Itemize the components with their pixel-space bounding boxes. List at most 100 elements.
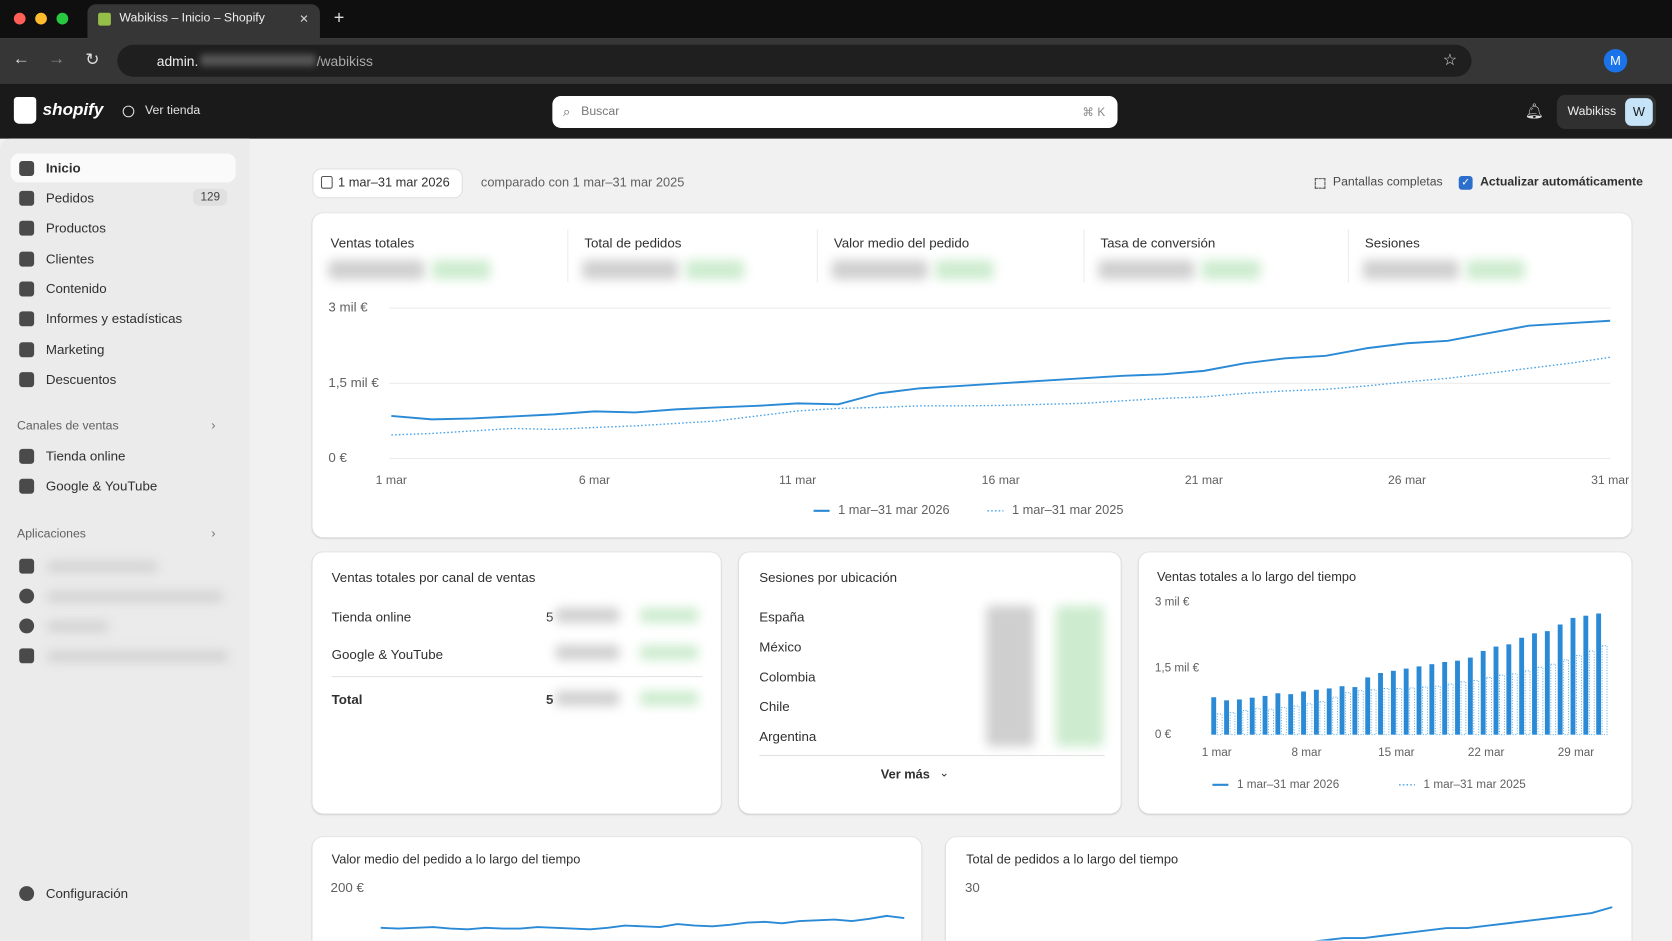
nav-item[interactable]: Inicio	[45, 161, 81, 176]
legend-label: 1 mar–31 mar 2025	[1424, 778, 1527, 791]
metric-label[interactable]: Total de pedidos	[584, 235, 682, 251]
eye-icon	[122, 105, 135, 118]
forward[interactable]: →	[47, 50, 66, 69]
url-bar[interactable]	[117, 44, 1472, 77]
divider	[1083, 229, 1085, 283]
icon	[19, 588, 35, 604]
blurred	[431, 260, 491, 280]
location: Chile	[759, 699, 790, 715]
icon	[19, 448, 35, 464]
section-title[interactable]: Canales de ventas	[17, 420, 119, 433]
nav-item[interactable]: Pedidos	[45, 190, 95, 206]
location: México	[759, 639, 802, 655]
bookmark[interactable]: ☆	[1442, 51, 1458, 70]
nav-item[interactable]: Descuentos	[45, 372, 117, 388]
metric-label[interactable]: Valor medio del pedido	[833, 235, 970, 251]
fullscreen[interactable]: Pantallas completas	[1332, 175, 1443, 189]
calendar-icon	[320, 175, 333, 189]
x-tick-label: 31 mar	[1591, 473, 1629, 487]
comparison[interactable]: comparado con 1 mar–31 mar 2025	[480, 174, 685, 190]
blurred	[935, 260, 994, 280]
bar	[1306, 703, 1313, 736]
legend-label: 1 mar–31 mar 2025	[1012, 502, 1124, 517]
bar	[1339, 686, 1345, 735]
active-tab[interactable]	[87, 4, 320, 39]
close-dot[interactable]	[13, 12, 26, 25]
blurred-app	[46, 591, 223, 602]
metric-label[interactable]: Tasa de conversión	[1100, 235, 1216, 251]
divider	[567, 229, 569, 283]
nav-item[interactable]: Tienda online	[45, 448, 126, 464]
see-more[interactable]: Ver más	[880, 766, 930, 782]
series-line	[391, 319, 1611, 421]
bar	[1242, 710, 1249, 736]
x-tick-label: 8 mar	[1292, 746, 1322, 759]
search-box[interactable]	[552, 95, 1118, 128]
bar	[1493, 646, 1499, 735]
back[interactable]: ←	[12, 50, 30, 69]
metric-label[interactable]: Ventas totales	[330, 235, 415, 251]
x-tick-label: 21 mar	[1185, 473, 1223, 487]
bar	[1319, 701, 1326, 736]
divider	[759, 754, 1105, 757]
blurred-app	[46, 621, 109, 632]
icon	[19, 648, 35, 664]
bar	[1326, 688, 1332, 735]
view-store[interactable]: Ver tienda	[145, 104, 201, 118]
divider	[1347, 229, 1349, 283]
bar	[1511, 673, 1518, 736]
bar	[1537, 666, 1544, 736]
section-title[interactable]: Aplicaciones	[17, 527, 86, 541]
blurred-app	[46, 651, 229, 662]
x-tick-label: 16 mar	[982, 473, 1020, 487]
metric-label[interactable]: Sesiones	[1364, 235, 1420, 251]
row-value: 5	[545, 609, 554, 625]
nav-active	[10, 153, 236, 183]
blurred	[1055, 605, 1104, 747]
auto-update[interactable]: Actualizar automáticamente	[1480, 175, 1643, 189]
max-dot[interactable]	[56, 12, 69, 25]
x-tick-label: 6 mar	[579, 473, 610, 487]
new-tab[interactable]: +	[333, 7, 345, 28]
nav-item[interactable]: Google & YouTube	[45, 478, 158, 494]
bar	[1447, 683, 1454, 736]
nav-item[interactable]: Productos	[45, 220, 106, 236]
date-range: 1 mar–31 mar 2026	[338, 174, 450, 190]
bar	[1229, 712, 1236, 736]
x-tick-label: 1 mar	[1202, 746, 1232, 759]
bar	[1532, 633, 1537, 735]
y-tick-label: 0 €	[1155, 728, 1172, 741]
tab-close[interactable]: ×	[299, 9, 309, 27]
bar	[1255, 707, 1262, 736]
bar	[1352, 687, 1358, 735]
icon	[19, 342, 35, 358]
settings[interactable]: Configuración	[45, 886, 129, 902]
bar	[1216, 713, 1223, 736]
nav-item[interactable]: Clientes	[45, 251, 95, 267]
bar	[1434, 685, 1441, 736]
reload[interactable]: ↻	[85, 51, 100, 70]
date-button[interactable]	[312, 168, 463, 199]
bar	[1473, 680, 1480, 736]
nav-item[interactable]: Informes y estadísticas	[45, 311, 183, 327]
bar	[1390, 670, 1396, 735]
card-title: Ventas totales a lo largo del tiempo	[1156, 569, 1357, 585]
nav-item[interactable]: Marketing	[45, 342, 105, 358]
min-dot[interactable]	[35, 12, 47, 25]
profile[interactable]: M	[1603, 49, 1628, 73]
x-tick-label: 11 mar	[779, 473, 816, 487]
bar	[1524, 670, 1531, 736]
bell[interactable]: 🔔︎	[1524, 102, 1544, 120]
search-shortcut: ⌘ K	[1082, 106, 1106, 120]
bar	[1383, 687, 1390, 736]
logo[interactable]: shopify	[42, 101, 104, 120]
checkbox[interactable]: ✓	[1458, 175, 1473, 190]
x-tick-label: 1 mar	[376, 473, 407, 487]
nav-item[interactable]: Contenido	[45, 281, 107, 297]
blurred	[639, 690, 699, 706]
row-label: Total	[331, 692, 363, 707]
y-tick-label: 3 mil €	[1155, 596, 1190, 609]
bar	[1403, 668, 1409, 735]
